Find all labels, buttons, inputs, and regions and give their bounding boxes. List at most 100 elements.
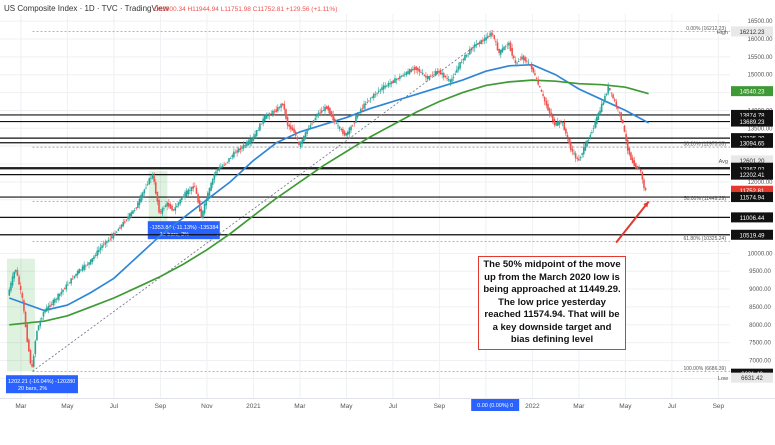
- candle-body: [526, 60, 528, 62]
- candle-body: [550, 112, 553, 117]
- candle-body: [565, 128, 567, 134]
- candle-body: [600, 104, 603, 112]
- candle-body: [146, 184, 149, 186]
- candle-body: [485, 37, 487, 41]
- candle-body: [592, 128, 595, 130]
- candle-body: [130, 212, 133, 216]
- candle-body: [117, 229, 120, 231]
- candle-body: [506, 44, 509, 46]
- candle-body: [581, 153, 583, 155]
- candle-body: [234, 152, 237, 154]
- candle-body: [28, 339, 30, 352]
- candle-body: [137, 202, 139, 209]
- x-tick-label: 2022: [525, 403, 540, 410]
- candle-body: [576, 158, 579, 159]
- candle-body: [128, 213, 131, 219]
- candle-body: [573, 152, 575, 154]
- candle-body: [299, 141, 302, 148]
- grid: [0, 14, 730, 398]
- candle-body: [260, 123, 263, 125]
- price-label-bg: [731, 137, 773, 148]
- candle-body: [8, 289, 11, 296]
- candle-body: [553, 119, 556, 125]
- candle-body: [423, 74, 426, 76]
- candle-body: [386, 85, 388, 87]
- candle-body: [514, 60, 517, 63]
- y-tick-label: 8500.00: [749, 305, 771, 311]
- candle-body: [618, 111, 621, 113]
- candle-body: [491, 33, 494, 35]
- candle-body: [42, 312, 45, 317]
- candle-body: [309, 125, 312, 128]
- candle-body: [532, 67, 535, 73]
- candle-body: [395, 78, 398, 81]
- candle-body: [482, 40, 484, 42]
- candle-body: [428, 75, 430, 79]
- candle-body: [280, 104, 282, 108]
- candle-body: [252, 136, 255, 141]
- y-tick-label: 16000.00: [747, 37, 773, 43]
- candle-body: [88, 262, 90, 265]
- candle-body: [203, 203, 206, 214]
- bottom-badge-bg: [471, 399, 520, 411]
- candle-body: [182, 196, 185, 198]
- candle-body: [156, 192, 159, 202]
- candle-body: [480, 39, 483, 44]
- price-label-bg: [731, 192, 773, 203]
- candle-body: [473, 44, 476, 48]
- candle-body: [228, 158, 230, 162]
- candle-body: [407, 71, 409, 75]
- arrow-head: [643, 201, 649, 208]
- candle-body: [141, 192, 144, 198]
- candle-body: [446, 77, 448, 79]
- candle-body: [545, 100, 548, 106]
- candle-body: [511, 47, 513, 56]
- price-label-bg: [731, 212, 773, 223]
- candle-body: [547, 103, 549, 111]
- candle-body: [314, 118, 317, 120]
- candle-body: [483, 38, 486, 41]
- candle-body: [364, 103, 367, 106]
- fib-label: 100.00% (6686.39): [683, 366, 726, 372]
- candle-body: [26, 324, 29, 342]
- candle-body: [351, 125, 354, 127]
- candle-body: [620, 112, 622, 121]
- candle-body: [534, 73, 536, 75]
- candle-body: [184, 192, 186, 198]
- candle-body: [382, 85, 385, 90]
- price-label-note: Avg: [719, 159, 728, 165]
- candle-body: [254, 134, 256, 138]
- candle-body: [41, 318, 43, 320]
- candle-body: [36, 330, 38, 341]
- candle-body: [392, 80, 395, 83]
- candle-body: [324, 106, 326, 112]
- price-label-note: High: [717, 30, 728, 36]
- candle-body: [215, 171, 217, 174]
- candle-body: [607, 86, 609, 94]
- candle-body: [202, 210, 204, 219]
- candle-body: [464, 54, 466, 61]
- y-tick-label: 15500.00: [747, 55, 773, 61]
- candle-body: [343, 131, 346, 136]
- candle-body: [298, 141, 300, 145]
- range-label-bars: 20 bars, 2%: [18, 386, 47, 392]
- candle-body: [597, 112, 600, 120]
- y-tick-label: 7500.00: [749, 341, 771, 347]
- candle-body: [439, 70, 442, 75]
- candle-body: [529, 64, 531, 66]
- candle-body: [192, 186, 194, 189]
- candle-body: [125, 219, 128, 221]
- candle-body: [303, 135, 305, 142]
- candle-body: [504, 46, 507, 48]
- candle-body: [285, 109, 287, 119]
- candle-body: [420, 71, 422, 73]
- candle-body: [486, 36, 489, 39]
- candle-body: [49, 305, 51, 307]
- candle-body: [548, 108, 551, 114]
- candle-body: [91, 258, 94, 262]
- price-label-bg: [731, 109, 773, 120]
- candle-body: [555, 122, 557, 126]
- candle-body: [602, 102, 605, 105]
- candle-body: [617, 107, 619, 109]
